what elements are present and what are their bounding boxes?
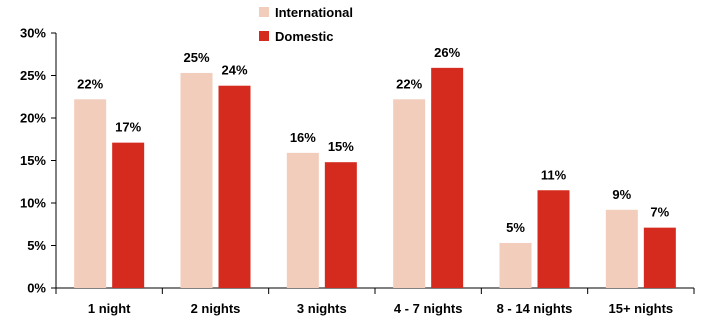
bar-international <box>605 209 638 288</box>
bar-domestic <box>324 162 357 288</box>
legend: International Domestic <box>259 5 353 44</box>
x-category-label: 3 nights <box>297 301 347 316</box>
legend-label: International <box>275 5 353 20</box>
data-label: 7% <box>650 205 669 220</box>
bar-domestic <box>431 67 464 288</box>
data-label: 26% <box>434 45 460 60</box>
y-tick-label: 5% <box>27 238 46 253</box>
data-label: 17% <box>115 120 141 135</box>
legend-label: Domestic <box>275 29 334 44</box>
x-category-label: 2 nights <box>191 301 241 316</box>
y-tick-label: 20% <box>20 111 46 126</box>
data-label: 15% <box>328 139 354 154</box>
bar-international <box>180 72 213 288</box>
y-tick-label: 10% <box>20 196 46 211</box>
data-label: 22% <box>396 76 422 91</box>
legend-swatch-domestic <box>259 31 269 41</box>
x-category-label: 4 - 7 nights <box>394 301 463 316</box>
data-label: 9% <box>612 187 631 202</box>
bar-domestic <box>537 190 570 288</box>
bar-international <box>74 99 107 288</box>
data-label: 16% <box>290 130 316 145</box>
y-tick-label: 15% <box>20 153 46 168</box>
legend-swatch-international <box>259 7 269 17</box>
data-label: 5% <box>506 220 525 235</box>
data-label: 24% <box>221 63 247 78</box>
x-category-label: 8 - 14 nights <box>497 301 573 316</box>
bar-international <box>499 242 532 288</box>
bar-domestic <box>112 142 145 288</box>
x-category-label: 1 night <box>88 301 131 316</box>
bar-domestic <box>643 227 676 288</box>
x-category-label: 15+ nights <box>608 301 673 316</box>
y-axis: 0% 5% 10% 15% 20% 25% 30% <box>20 26 57 296</box>
y-tick-label: 30% <box>20 26 46 41</box>
bar-domestic <box>218 85 251 288</box>
data-labels: 22% 17% 25% 24% 16% 15% 22% 26% 5% 11% 9% 7% <box>77 45 670 235</box>
bar-international <box>286 152 319 288</box>
y-tick-label: 25% <box>20 68 46 83</box>
y-tick-label: 0% <box>27 281 46 296</box>
data-label: 11% <box>541 167 567 182</box>
data-label: 22% <box>77 76 103 91</box>
data-label: 25% <box>183 50 209 65</box>
bars <box>74 67 676 288</box>
bar-international <box>393 99 426 288</box>
x-axis: 1 night 2 nights 3 nights 4 - 7 nights 8 - 1… <box>55 287 695 316</box>
